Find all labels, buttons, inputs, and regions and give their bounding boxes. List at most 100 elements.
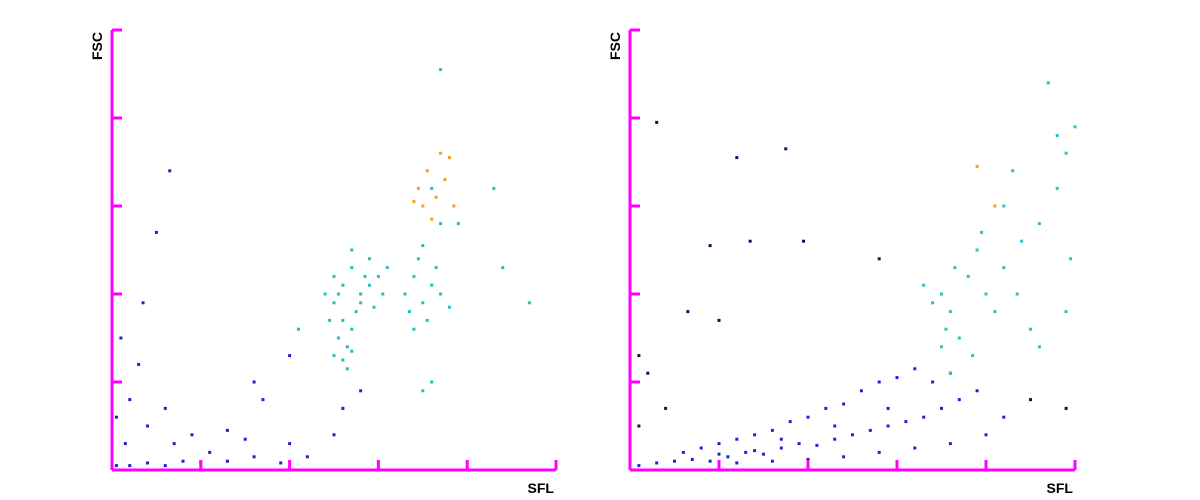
point <box>1029 327 1032 331</box>
point <box>261 398 265 402</box>
point <box>815 443 819 447</box>
point <box>345 367 349 371</box>
point <box>439 292 443 296</box>
x-axis-label: SFL <box>528 480 555 496</box>
point <box>288 354 292 358</box>
point <box>128 398 132 402</box>
point <box>940 345 943 349</box>
point <box>1069 257 1073 261</box>
point <box>966 274 970 278</box>
point <box>332 274 336 278</box>
point <box>699 446 703 450</box>
point <box>1002 204 1006 208</box>
point <box>354 310 358 314</box>
point <box>1046 81 1050 85</box>
point <box>993 310 997 314</box>
point <box>735 156 739 160</box>
point <box>350 349 354 353</box>
point <box>948 310 952 314</box>
point <box>208 450 212 454</box>
point <box>980 230 984 234</box>
point <box>501 266 505 270</box>
point <box>859 389 863 393</box>
point <box>984 433 988 437</box>
point <box>877 380 881 384</box>
point <box>372 305 376 309</box>
point <box>439 151 443 155</box>
point <box>833 424 837 428</box>
point <box>1011 169 1015 173</box>
point <box>421 244 425 248</box>
point <box>886 406 890 410</box>
point <box>802 239 806 243</box>
point <box>439 68 443 72</box>
point <box>913 446 917 450</box>
point <box>922 283 926 287</box>
point <box>842 455 846 459</box>
point <box>341 358 345 362</box>
point <box>350 266 354 270</box>
point <box>323 292 327 296</box>
point <box>655 120 659 124</box>
point <box>416 186 420 190</box>
point <box>779 446 783 450</box>
point <box>664 406 668 410</box>
point <box>735 437 739 441</box>
point <box>984 292 988 296</box>
point <box>922 415 926 419</box>
point <box>895 376 899 380</box>
point <box>114 415 118 419</box>
point <box>385 266 389 270</box>
point <box>252 455 256 459</box>
point <box>243 437 247 441</box>
point <box>779 437 783 441</box>
point <box>806 457 810 461</box>
point <box>824 406 828 410</box>
point <box>332 301 336 305</box>
point <box>456 222 460 226</box>
point <box>137 362 141 366</box>
point <box>748 239 752 243</box>
point <box>637 464 641 468</box>
point <box>305 455 309 459</box>
point <box>717 452 721 456</box>
point <box>717 318 721 322</box>
point <box>1064 406 1068 410</box>
point <box>637 354 641 358</box>
point <box>430 186 434 190</box>
point <box>439 222 443 226</box>
point <box>279 461 283 465</box>
point <box>975 248 979 252</box>
point <box>416 257 420 261</box>
point <box>1037 345 1041 349</box>
point <box>123 442 127 446</box>
point <box>341 318 345 322</box>
point <box>690 457 694 461</box>
point <box>447 305 451 309</box>
point <box>368 283 372 287</box>
point <box>735 461 739 465</box>
point <box>421 301 425 305</box>
point <box>341 406 345 410</box>
point <box>407 310 411 314</box>
point <box>434 195 438 199</box>
point <box>381 292 385 296</box>
point <box>833 437 837 441</box>
point <box>359 389 363 393</box>
point <box>119 336 123 340</box>
point <box>168 169 172 173</box>
point <box>931 301 935 305</box>
point <box>788 420 792 424</box>
point <box>957 336 961 340</box>
point <box>975 164 979 168</box>
point <box>225 428 229 432</box>
point <box>1002 266 1006 270</box>
point <box>336 336 340 340</box>
point <box>1064 151 1068 155</box>
point <box>762 452 765 456</box>
point <box>944 327 948 331</box>
point <box>637 424 641 428</box>
point <box>425 318 429 322</box>
point <box>1064 310 1068 314</box>
point <box>412 200 416 204</box>
